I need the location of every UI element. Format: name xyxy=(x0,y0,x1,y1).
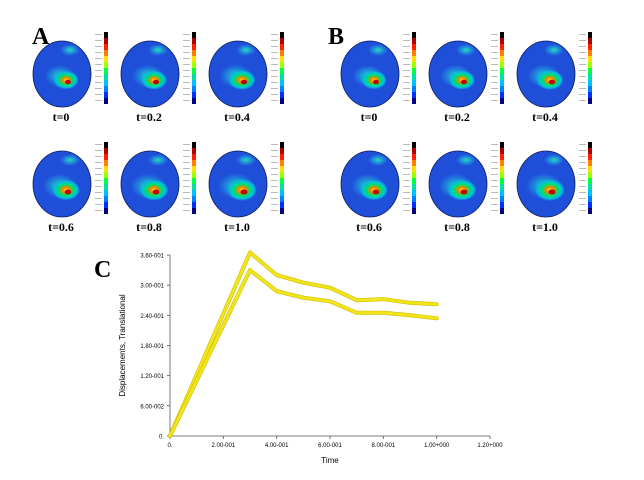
head-map-tile: t=1.0 xyxy=(206,140,292,240)
head-map-tile: t=0.8 xyxy=(118,140,204,240)
panel-label-a: A xyxy=(32,24,50,50)
series-line-lower xyxy=(168,268,439,438)
y-tick-label: 2.40-001 xyxy=(140,314,164,320)
colorbar xyxy=(491,32,504,104)
head-map-tile: t=0.8 xyxy=(426,140,512,240)
colorbar xyxy=(95,32,108,104)
time-label: t=1.0 xyxy=(224,220,250,234)
y-tick-label: 6.00-002 xyxy=(140,404,164,410)
head-map-tile: t=0 xyxy=(30,30,116,130)
colorbar xyxy=(271,32,284,104)
time-label: t=0.2 xyxy=(444,110,470,124)
series-line-upper xyxy=(168,251,439,438)
panel-label-c: C xyxy=(94,257,112,283)
colorbar xyxy=(403,142,416,214)
chart-lines xyxy=(168,250,439,438)
time-label: t=0.8 xyxy=(444,220,470,234)
head-brain-shape xyxy=(428,150,488,218)
colorbar xyxy=(491,142,504,214)
head-brain-shape xyxy=(340,40,400,108)
time-label: t=0.2 xyxy=(136,110,162,124)
head-map-tile: t=0.6 xyxy=(338,140,424,240)
colorbar xyxy=(579,142,592,214)
chart-ticks: 0. 6.00-002 1.20-001 1.80-001 2.40-001 3.00-0… xyxy=(140,254,503,450)
head-map-tile: t=0.2 xyxy=(426,30,512,130)
time-label: t=0.6 xyxy=(48,220,74,234)
head-brain-shape xyxy=(120,40,180,108)
displacement-chart: 0. 6.00-002 1.20-001 1.80-001 2.40-001 3.00-0… xyxy=(118,250,503,465)
x-tick-label: 1.00+000 xyxy=(424,443,450,449)
x-tick-label: 0. xyxy=(167,443,172,449)
head-map-tile: t=0.4 xyxy=(514,30,600,130)
y-tick-label: 1.20-001 xyxy=(140,374,164,380)
head-map-tile: t=0.4 xyxy=(206,30,292,130)
colorbar xyxy=(183,32,196,104)
time-label: t=0 xyxy=(360,110,378,124)
head-brain-shape xyxy=(340,150,400,218)
panel-label-b: B xyxy=(328,24,345,50)
time-label: t=1.0 xyxy=(532,220,558,234)
x-tick-label: 2.00-001 xyxy=(211,443,235,449)
time-label: t=0.4 xyxy=(532,110,558,124)
y-axis-label: Displacements, Translational xyxy=(118,294,127,396)
head-brain-shape xyxy=(208,150,268,218)
y-tick-label: 3.00-001 xyxy=(140,284,164,290)
head-brain-shape xyxy=(516,40,576,108)
x-tick-label: 1.20+000 xyxy=(477,443,503,449)
head-brain-shape xyxy=(120,150,180,218)
head-brain-shape xyxy=(32,150,92,218)
head-brain-shape xyxy=(32,40,92,108)
chart-axes xyxy=(169,255,490,437)
x-axis-label: Time xyxy=(321,456,339,465)
x-tick-label: 8.00-001 xyxy=(371,443,395,449)
y-tick-label: 0. xyxy=(159,435,164,441)
head-brain-shape xyxy=(208,40,268,108)
head-map-tile: t=0.2 xyxy=(118,30,204,130)
head-brain-shape xyxy=(428,40,488,108)
colorbar xyxy=(271,142,284,214)
time-label: t=0.8 xyxy=(136,220,162,234)
colorbar xyxy=(95,142,108,214)
x-tick-label: 4.00-001 xyxy=(265,443,289,449)
y-tick-label: 3.60-001 xyxy=(140,254,164,260)
time-label: t=0.4 xyxy=(224,110,250,124)
time-label: t=0 xyxy=(52,110,70,124)
colorbar xyxy=(579,32,592,104)
colorbar xyxy=(403,32,416,104)
colorbar xyxy=(183,142,196,214)
y-tick-label: 1.80-001 xyxy=(140,344,164,350)
x-tick-label: 6.00-001 xyxy=(318,443,342,449)
head-map-tile: t=0 xyxy=(338,30,424,130)
head-map-tile: t=1.0 xyxy=(514,140,600,240)
head-map-tile: t=0.6 xyxy=(30,140,116,240)
time-label: t=0.6 xyxy=(356,220,382,234)
head-brain-shape xyxy=(516,150,576,218)
